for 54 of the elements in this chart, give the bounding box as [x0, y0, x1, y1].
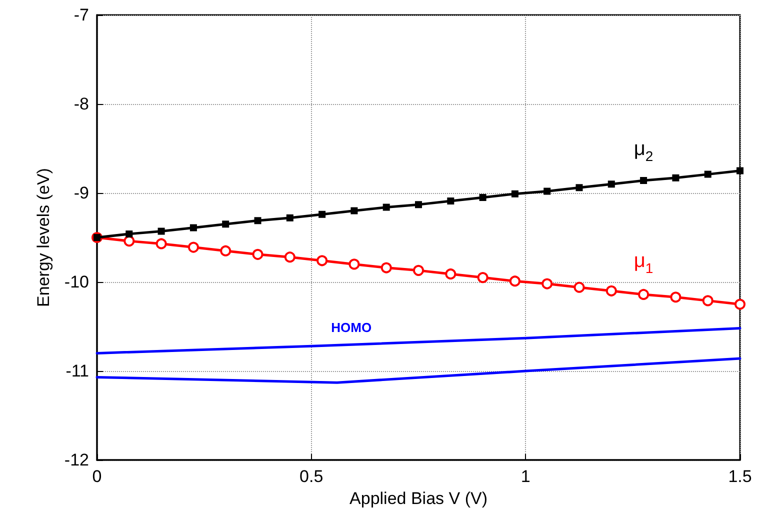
point: [348, 258, 360, 270]
x-tick-label: 1: [520, 467, 530, 486]
point: [156, 238, 167, 250]
point: [318, 210, 326, 218]
y-tick-label: -8: [74, 94, 89, 114]
point: [220, 245, 232, 256]
x-tick-label: 0.5: [300, 467, 324, 486]
point: [188, 242, 199, 253]
point: [640, 177, 648, 184]
y-tick-label: -11: [66, 362, 89, 380]
point: [638, 288, 650, 300]
point: [479, 194, 486, 201]
point: [608, 180, 615, 188]
point: [126, 230, 133, 238]
y-tick-label: -9: [74, 184, 89, 202]
point: [222, 220, 230, 228]
series-label: HOMO: [331, 320, 372, 336]
point: [158, 228, 165, 235]
point: [606, 285, 617, 296]
point: [702, 295, 714, 306]
point: [704, 170, 712, 178]
point: [252, 248, 264, 260]
line-series: [96, 357, 742, 384]
x-tick-label: 0: [92, 467, 102, 486]
point: [574, 282, 585, 293]
point: [544, 188, 551, 195]
point: [509, 276, 520, 287]
point: [734, 298, 746, 310]
y-tick-label: -7: [74, 6, 89, 24]
y-axis-title: Energy levels (eV): [34, 168, 53, 307]
x-axis-title: Applied Bias V (V): [350, 488, 488, 508]
point: [736, 167, 744, 174]
point: [670, 292, 682, 303]
point: [124, 236, 135, 247]
point: [477, 272, 488, 284]
point: [284, 252, 296, 263]
x-tick-label: 1.5: [728, 467, 752, 486]
y-tick-label: -12: [64, 450, 89, 470]
point: [672, 174, 680, 182]
point: [415, 201, 422, 208]
point: [350, 207, 358, 214]
point: [542, 278, 553, 290]
point: [382, 204, 390, 211]
point: [254, 217, 262, 224]
point: [190, 224, 197, 232]
point: [380, 262, 392, 274]
point: [511, 190, 518, 198]
point: [576, 184, 583, 192]
point: [316, 255, 328, 266]
point: [286, 214, 294, 222]
y-tick-label: -10: [64, 272, 89, 292]
point: [447, 198, 454, 205]
point: [413, 264, 424, 276]
point: [445, 268, 456, 280]
